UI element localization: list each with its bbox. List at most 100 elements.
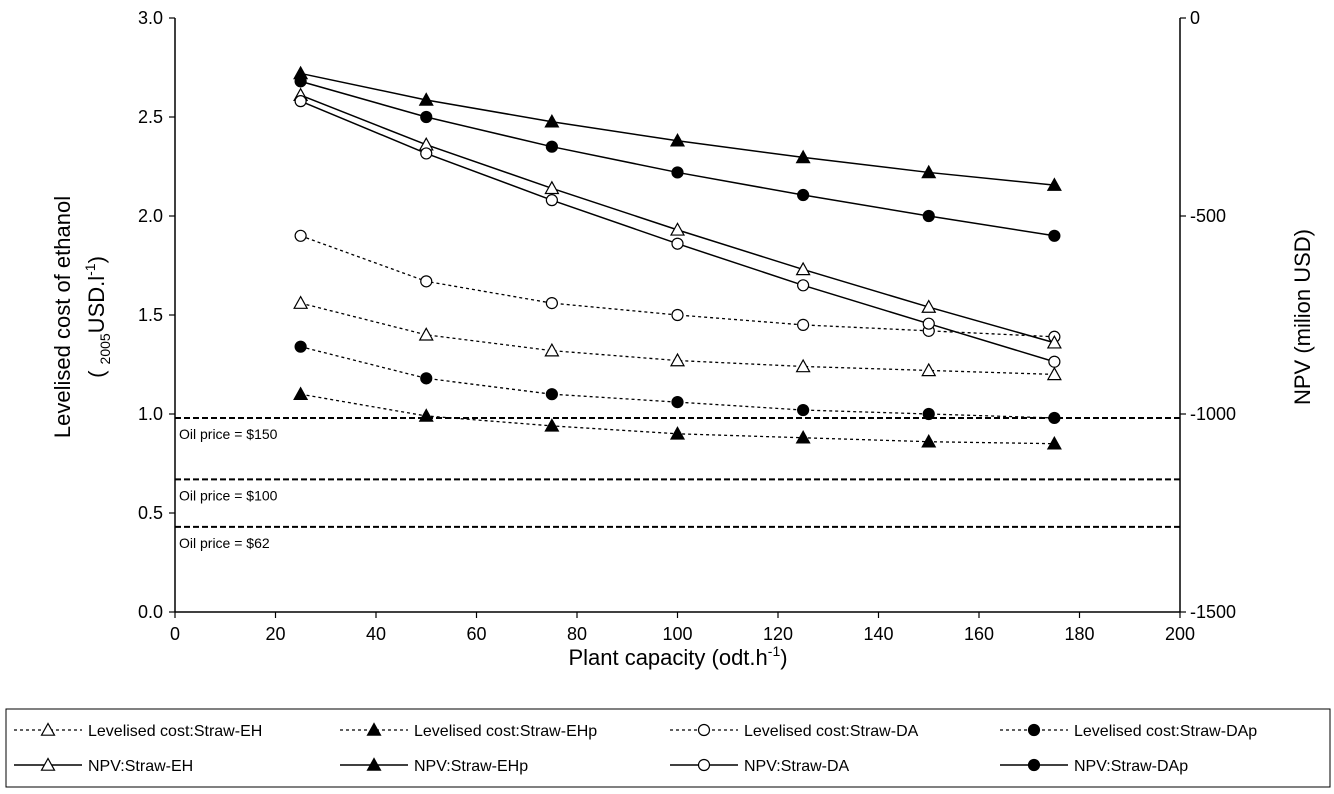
reference-line-label: Oil price = $62 [179, 535, 270, 551]
data-point [795, 261, 811, 276]
legend-marker [40, 722, 56, 736]
data-point [545, 388, 558, 401]
data-point [669, 133, 686, 147]
series-group [293, 65, 1062, 450]
left-y-tick-label: 2.0 [138, 206, 163, 226]
legend-marker [697, 723, 711, 737]
data-point [921, 299, 937, 313]
right-y-tick-label: -500 [1190, 206, 1226, 226]
data-point [921, 362, 937, 377]
legend-label: Levelised cost:Straw-DA [744, 723, 919, 740]
data-point [418, 92, 434, 106]
x-tick-label: 40 [366, 624, 386, 644]
data-point [420, 110, 433, 124]
legend-item: Levelised cost:Straw-DA [670, 723, 919, 740]
data-point [420, 372, 433, 385]
data-point [545, 297, 558, 310]
legend-label: NPV:Straw-EH [88, 758, 193, 775]
legend-marker [40, 757, 56, 771]
x-tick-label: 180 [1064, 624, 1094, 644]
legend-item: Levelised cost:Straw-EH [14, 722, 262, 740]
series-line [300, 235, 1055, 338]
series-1 [293, 295, 1062, 381]
x-tick-label: 100 [662, 624, 692, 644]
data-point [922, 317, 935, 330]
legend-marker [697, 758, 711, 772]
data-point [418, 408, 434, 422]
legend-label: Levelised cost:Straw-EHp [414, 723, 597, 740]
right-y-axis-title: NPV (milion USD) [1290, 229, 1315, 405]
data-point [293, 295, 309, 309]
x-tick-label: 0 [170, 624, 180, 644]
data-point [797, 403, 810, 417]
x-axis-title: Plant capacity (odt.h-1) [568, 643, 787, 670]
reference-line-label: Oil price = $150 [179, 426, 278, 442]
x-tick-label: 160 [964, 624, 994, 644]
legend-item: NPV:Straw-EHp [340, 757, 528, 775]
data-point [418, 327, 434, 341]
legend-label: NPV:Straw-DAp [1074, 758, 1188, 775]
data-point [669, 426, 686, 440]
right-y-tick-label: 0 [1190, 8, 1200, 28]
legend-item: Levelised cost:Straw-EHp [340, 722, 597, 740]
data-point [795, 149, 811, 164]
left-y-tick-label: 0.5 [138, 503, 163, 523]
data-point [545, 140, 558, 153]
legend-label: Levelised cost:Straw-EH [88, 723, 262, 740]
series-4 [294, 340, 1061, 425]
data-point [545, 194, 558, 207]
legend-label: NPV:Straw-EHp [414, 758, 528, 775]
data-point [294, 95, 307, 108]
data-point [797, 188, 810, 202]
data-point [797, 279, 810, 292]
left-y-axis-title: Levelised cost of ethanol [50, 196, 75, 438]
left-y-tick-label: 3.0 [138, 8, 163, 28]
x-axis-title-sup: -1 [768, 643, 781, 659]
right-y-tick-label: -1500 [1190, 602, 1236, 622]
series-2 [293, 386, 1062, 450]
x-tick-label: 200 [1165, 624, 1195, 644]
data-point [294, 75, 307, 88]
left-y-tick-label: 0.0 [138, 602, 163, 622]
data-point [1048, 411, 1061, 425]
data-point [921, 433, 937, 448]
data-point [669, 222, 686, 236]
series-8 [294, 75, 1061, 242]
legend-marker [366, 757, 382, 771]
legend-label: NPV:Straw-DA [744, 758, 850, 775]
data-point [921, 164, 937, 179]
data-point [1048, 355, 1061, 368]
data-point [1046, 366, 1062, 381]
legend: Levelised cost:Straw-EH Levelised cost:St… [14, 722, 1257, 775]
data-point [671, 166, 684, 179]
data-point [671, 396, 684, 409]
data-point [795, 358, 811, 373]
data-point [420, 275, 433, 288]
legend-label: Levelised cost:Straw-DAp [1074, 723, 1257, 740]
x-tick-label: 80 [567, 624, 587, 644]
series-7 [294, 95, 1061, 368]
data-point [544, 180, 560, 195]
data-point [1046, 177, 1062, 191]
x-tick-label: 140 [863, 624, 893, 644]
data-point [1046, 435, 1062, 450]
data-point [1046, 334, 1062, 349]
legend-item: NPV:Straw-DAp [1000, 758, 1188, 775]
data-point [669, 352, 686, 367]
data-point [544, 418, 560, 432]
legend-marker [1027, 758, 1041, 772]
data-point [293, 386, 309, 400]
data-point [922, 407, 935, 421]
x-tick-label: 20 [265, 624, 285, 644]
axis-ticks: 0 20 40 60 80 100 120 140 160 180 200 0.0 0.5 1.0 1.5 2… [138, 8, 1236, 644]
data-point [294, 340, 307, 353]
series-line [300, 80, 1055, 237]
reference-line-label: Oil price = $100 [179, 487, 278, 503]
data-point [544, 342, 560, 357]
x-tick-label: 120 [763, 624, 793, 644]
series-line [300, 94, 1055, 344]
legend-item: NPV:Straw-DA [670, 758, 850, 775]
data-point [797, 318, 810, 331]
left-y-tick-label: 1.0 [138, 404, 163, 424]
